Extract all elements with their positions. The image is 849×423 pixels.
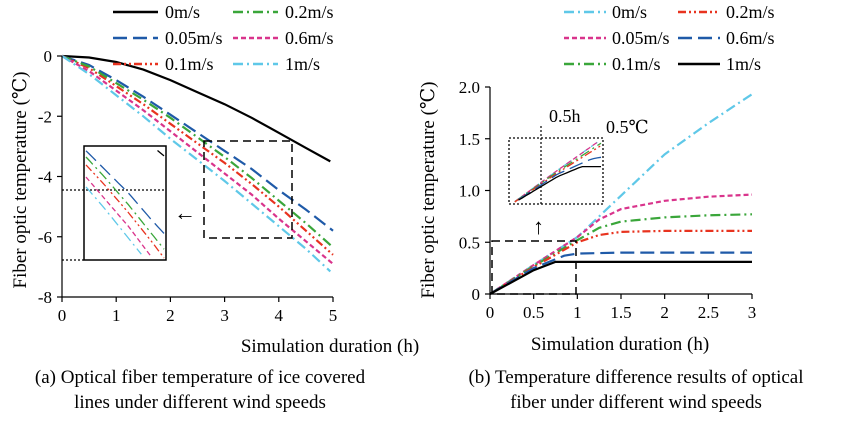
panel-b-inset-series-1-line	[514, 141, 598, 203]
panel-a-inset-series-4-line	[85, 176, 152, 257]
panel-a-inset-series-1-line	[85, 150, 165, 234]
panel-a-inset: ←	[62, 140, 293, 261]
panel-a-series-0-line	[61, 54, 331, 163]
panel-a-inset-series-0-line	[157, 149, 165, 157]
panel-a-x-tick-label-3: 3	[220, 306, 229, 325]
panel-b-x-tick-label-0: 0	[486, 303, 495, 322]
panel-a-legend-label-1: 0.05m/s	[165, 28, 223, 48]
panel-a-legend-label-2: 0.1m/s	[165, 54, 214, 74]
panel-b-caption-line-2: fiber under different wind speeds	[510, 392, 762, 413]
panel-b-legend-label-0: 0m/s	[612, 2, 647, 22]
panel-a-legend-label-3: 0.2m/s	[285, 2, 334, 22]
panel-a-caption-line-1: (a) Optical fiber temperature of ice cov…	[35, 367, 366, 388]
panel-a-legend-label-4: 0.6m/s	[285, 28, 334, 48]
panel-b-series-0-line	[489, 93, 753, 295]
panel-a-series-5-line	[61, 55, 332, 273]
panel-a-series-2-line	[61, 54, 334, 256]
panel-b-inset-arrow: ↑	[533, 214, 544, 239]
panel-a-legend: 0m/s 0.05m/s 0.1m/s 0.2m/s 0.6m/s 1m/s	[113, 2, 334, 74]
panel-b-inset-temp-label: 0.5℃	[606, 117, 649, 137]
panel-a-y-tick-label-0: 0	[44, 47, 53, 66]
panel-b-y-label: Fiber optic temperature (℃)	[418, 82, 439, 299]
panel-a-x-label: Simulation duration (h)	[241, 336, 419, 357]
panel-b-x-label: Simulation duration (h)	[531, 334, 709, 355]
panel-b-series	[489, 93, 753, 295]
panel-b-y-tick-label-0: 0	[472, 285, 481, 304]
panel-b-inset-lines	[514, 141, 602, 203]
panel-b: 0.5h 0.5℃ ↑ 0 0.5 1 1.5 2 2.5 3 0 0.5 1.0 1.5 2.0 0…	[418, 2, 804, 413]
panel-b-legend-label-2: 0.1m/s	[612, 54, 661, 74]
panel-b-inset-series-2-line	[514, 142, 602, 203]
panel-b-x-tick-label-5: 2.5	[698, 303, 719, 322]
panel-a-y-tick-label-2: -4	[38, 168, 53, 187]
panel-a-zoom-region	[203, 140, 293, 239]
panel-b-series-3-line	[489, 229, 752, 295]
panel-b-inset-time-label: 0.5h	[549, 106, 581, 126]
panel-b-inset-series-4-line	[518, 156, 602, 201]
panel-a: ← 0 1 2 3 4 5 0 -2 -4 -6 -8 0m/s 0.05m/s 0.1m/s 0.2m/…	[10, 2, 419, 413]
panel-b-ticks: 0 0.5 1 1.5 2 2.5 3 0 0.5 1.0 1.5 2.0	[459, 78, 757, 322]
panel-b-legend-label-3: 0.2m/s	[726, 2, 775, 22]
panel-b-x-tick-label-6: 3	[748, 303, 757, 322]
panel-a-y-tick-label-1: -2	[38, 107, 52, 126]
panel-a-inset-series-5-line	[85, 186, 142, 255]
panel-a-y-tick-label-4: -8	[38, 288, 52, 307]
panel-b-legend-label-5: 1m/s	[726, 54, 761, 74]
panel-b-series-2-line	[489, 213, 753, 295]
panel-a-x-tick-label-4: 4	[275, 306, 284, 325]
panel-a-series	[61, 54, 334, 273]
panel-b-x-tick-label-3: 1.5	[610, 303, 631, 322]
panel-b-series-5-line	[489, 260, 752, 295]
panel-b-x-tick-label-2: 1	[573, 303, 582, 322]
panel-a-inset-frame	[83, 145, 167, 261]
panel-a-caption-line-2: lines under different wind speeds	[74, 392, 326, 413]
panel-b-legend-label-1: 0.05m/s	[612, 28, 670, 48]
panel-a-y-label: Fiber optic temperature (℃)	[10, 72, 31, 289]
panel-a-ticks: 0 1 2 3 4 5 0 -2 -4 -6 -8	[38, 47, 337, 325]
panel-a-x-tick-label-0: 0	[58, 306, 67, 325]
panel-b-caption-line-1: (b) Temperature difference results of op…	[468, 367, 803, 388]
panel-a-legend-label-5: 1m/s	[285, 54, 320, 74]
panel-b-legend: 0m/s 0.05m/s 0.1m/s 0.2m/s 0.6m/s 1m/s	[564, 2, 775, 74]
panel-b-series-4-line	[489, 251, 752, 295]
panel-b-legend-label-4: 0.6m/s	[726, 28, 775, 48]
panel-b-inset-series-5-line	[518, 165, 601, 201]
panel-a-x-tick-label-2: 2	[166, 306, 175, 325]
panel-a-inset-lines	[85, 149, 165, 259]
panel-a-x-tick-label-5: 5	[329, 306, 338, 325]
panel-a-inset-arrow: ←	[174, 200, 196, 225]
panel-a-inset-series-2-line	[85, 164, 165, 259]
panel-a-x-tick-label-1: 1	[112, 306, 121, 325]
panel-a-y-tick-label-3: -6	[38, 228, 52, 247]
panel-a-inset-series-3-line	[85, 156, 165, 250]
panel-b-y-tick-label-4: 2.0	[459, 78, 480, 97]
panel-a-series-4-line	[61, 55, 334, 265]
panel-b-x-tick-label-1: 0.5	[523, 303, 544, 322]
panel-b-series-1-line	[489, 193, 753, 295]
panel-a-series-1-line	[61, 54, 334, 232]
panel-b-zoom-region	[491, 240, 577, 295]
panel-b-y-tick-label-2: 1.0	[459, 182, 480, 201]
panel-b-x-tick-label-4: 2	[660, 303, 669, 322]
panel-a-legend-label-0: 0m/s	[165, 2, 200, 22]
panel-b-y-tick-label-3: 1.5	[459, 130, 480, 149]
panel-b-y-tick-label-1: 0.5	[459, 233, 480, 252]
panel-b-inset: 0.5h 0.5℃ ↑	[491, 106, 649, 295]
